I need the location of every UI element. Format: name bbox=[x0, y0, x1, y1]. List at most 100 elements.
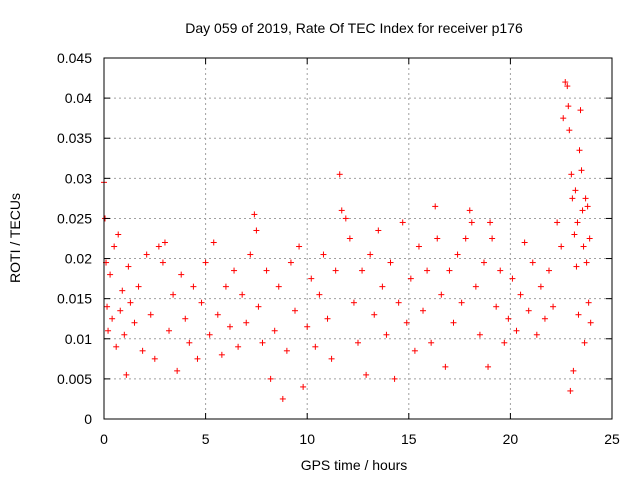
data-point bbox=[383, 331, 390, 338]
data-point bbox=[562, 79, 569, 86]
data-point bbox=[186, 339, 193, 346]
y-tick-label: 0.025 bbox=[57, 210, 92, 226]
data-point bbox=[428, 339, 435, 346]
data-point bbox=[143, 251, 150, 258]
x-tick-label: 25 bbox=[604, 431, 620, 447]
data-point bbox=[501, 339, 508, 346]
data-point bbox=[466, 207, 473, 214]
data-point bbox=[159, 259, 166, 266]
axis-ticks: 0 0.005 0.01 0.015 0.02 0.025 0.03 0.035 0.04 0.0… bbox=[57, 50, 620, 447]
y-tick-label: 0.015 bbox=[57, 291, 92, 307]
data-point bbox=[231, 267, 238, 274]
data-point bbox=[346, 235, 353, 242]
data-point bbox=[259, 339, 266, 346]
data-point bbox=[125, 263, 132, 270]
data-point bbox=[206, 331, 213, 338]
y-tick-label: 0.005 bbox=[57, 371, 92, 387]
data-point bbox=[554, 219, 561, 226]
data-point bbox=[287, 259, 294, 266]
data-point bbox=[572, 187, 579, 194]
data-point bbox=[279, 395, 286, 402]
data-point bbox=[178, 271, 185, 278]
data-point bbox=[497, 267, 504, 274]
data-point bbox=[379, 283, 386, 290]
data-point bbox=[316, 291, 323, 298]
y-tick-label: 0.035 bbox=[57, 130, 92, 146]
data-point bbox=[411, 347, 418, 354]
data-point bbox=[111, 243, 118, 250]
data-point bbox=[105, 327, 112, 334]
data-point bbox=[569, 195, 576, 202]
data-point bbox=[566, 127, 573, 134]
data-point bbox=[375, 227, 382, 234]
data-point bbox=[525, 307, 532, 314]
data-point bbox=[517, 291, 524, 298]
data-point bbox=[587, 319, 594, 326]
data-point bbox=[574, 219, 581, 226]
data-point bbox=[577, 107, 584, 114]
data-point bbox=[576, 147, 583, 154]
data-point bbox=[564, 83, 571, 90]
data-point bbox=[407, 275, 414, 282]
data-point bbox=[446, 267, 453, 274]
data-point bbox=[565, 103, 572, 110]
x-axis-label: GPS time / hours bbox=[301, 457, 408, 473]
data-point bbox=[328, 355, 335, 362]
data-point bbox=[450, 319, 457, 326]
data-point bbox=[271, 327, 278, 334]
data-point bbox=[476, 331, 483, 338]
x-tick-label: 0 bbox=[100, 431, 108, 447]
data-point bbox=[235, 343, 242, 350]
data-points bbox=[101, 79, 594, 402]
data-point bbox=[442, 363, 449, 370]
y-axis-label: ROTI / TECUs bbox=[7, 193, 23, 283]
data-point bbox=[489, 235, 496, 242]
data-point bbox=[415, 243, 422, 250]
data-point bbox=[387, 259, 394, 266]
data-point bbox=[584, 203, 591, 210]
data-point bbox=[567, 387, 574, 394]
data-point bbox=[147, 311, 154, 318]
y-tick-label: 0.01 bbox=[65, 331, 92, 347]
data-point bbox=[560, 115, 567, 122]
data-point bbox=[123, 371, 130, 378]
data-point bbox=[312, 343, 319, 350]
data-point bbox=[533, 331, 540, 338]
data-point bbox=[487, 219, 494, 226]
data-point bbox=[580, 243, 587, 250]
data-point bbox=[182, 315, 189, 322]
data-point bbox=[573, 263, 580, 270]
data-point bbox=[575, 311, 582, 318]
data-point bbox=[131, 319, 138, 326]
data-point bbox=[127, 299, 134, 306]
data-point bbox=[308, 275, 315, 282]
data-point bbox=[432, 203, 439, 210]
data-point bbox=[509, 275, 516, 282]
data-point bbox=[424, 267, 431, 274]
data-point bbox=[222, 283, 229, 290]
data-point bbox=[399, 219, 406, 226]
data-point bbox=[420, 307, 427, 314]
data-point bbox=[434, 235, 441, 242]
data-point bbox=[275, 283, 282, 290]
data-point bbox=[395, 299, 402, 306]
data-point bbox=[363, 371, 370, 378]
data-point bbox=[226, 323, 233, 330]
data-point bbox=[139, 347, 146, 354]
data-point bbox=[304, 323, 311, 330]
data-point bbox=[480, 259, 487, 266]
data-point bbox=[324, 315, 331, 322]
data-point bbox=[493, 303, 500, 310]
y-tick-label: 0.03 bbox=[65, 170, 92, 186]
data-point bbox=[570, 367, 577, 374]
data-point bbox=[355, 339, 361, 346]
data-point bbox=[283, 347, 290, 354]
data-point bbox=[170, 291, 177, 298]
data-point bbox=[505, 315, 512, 322]
data-point bbox=[107, 271, 114, 278]
data-point bbox=[578, 167, 585, 174]
data-point bbox=[558, 243, 565, 250]
data-point bbox=[359, 267, 366, 274]
data-point bbox=[585, 299, 592, 306]
